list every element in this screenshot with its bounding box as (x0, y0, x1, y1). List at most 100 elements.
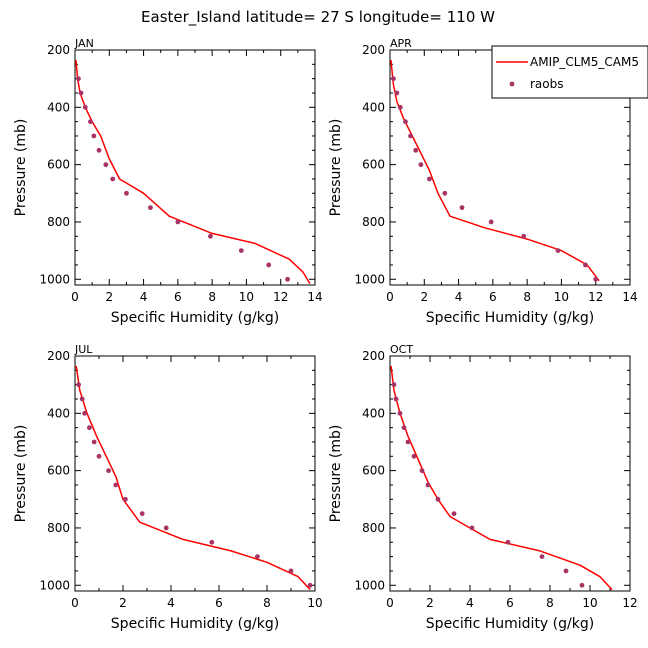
raobs-point (579, 582, 585, 588)
raobs-point (451, 511, 457, 517)
y-tick-label: 400 (362, 100, 385, 114)
y-tick-label: 200 (47, 43, 70, 57)
model-line (75, 59, 311, 284)
x-tick-label: 4 (455, 290, 463, 304)
x-tick-label: 2 (426, 596, 434, 610)
y-tick-label: 800 (362, 215, 385, 229)
raobs-point (91, 439, 97, 445)
x-tick-label: 10 (239, 290, 254, 304)
legend-model-label: AMIP_CLM5_CAM5 (530, 55, 639, 69)
plot-frame (74, 49, 316, 286)
x-tick-label: 0 (386, 596, 394, 610)
raobs-point (110, 176, 116, 182)
raobs-point (393, 396, 399, 402)
raobs-point (82, 104, 88, 110)
raobs-point (401, 425, 407, 431)
x-axis-label: Specific Humidity (g/kg) (426, 616, 594, 632)
raobs-point (391, 382, 397, 388)
y-tick-label: 400 (47, 406, 70, 420)
raobs-point (488, 219, 494, 225)
raobs-point (403, 119, 408, 125)
x-tick-label: 2 (105, 290, 113, 304)
y-tick-label: 200 (362, 349, 385, 363)
model-line (75, 365, 311, 591)
raobs-point (76, 382, 81, 388)
model-line (390, 365, 613, 591)
raobs-point (255, 554, 260, 560)
raobs-point (418, 162, 424, 168)
raobs-point (88, 119, 93, 125)
x-tick-label: 8 (523, 290, 531, 304)
plot-frame (74, 355, 316, 592)
x-tick-label: 4 (140, 290, 148, 304)
raobs-point (123, 496, 128, 502)
raobs-point (288, 568, 294, 574)
raobs-point (163, 525, 169, 531)
x-axis-label: Specific Humidity (g/kg) (111, 616, 279, 632)
x-tick-label: 0 (71, 290, 79, 304)
raobs-point (391, 76, 396, 82)
y-tick-label: 200 (47, 349, 70, 363)
y-tick-label: 800 (362, 521, 385, 535)
raobs-point (79, 396, 85, 402)
panel-label: APR (390, 37, 412, 50)
x-tick-label: 12 (622, 596, 637, 610)
x-tick-label: 6 (174, 290, 182, 304)
raobs-point (266, 262, 272, 268)
plot-frame (389, 355, 631, 592)
raobs-point (469, 525, 475, 531)
raobs-point (139, 511, 145, 517)
panel-label: JUL (74, 343, 93, 356)
panel-label: OCT (390, 343, 413, 356)
raobs-point (106, 468, 111, 474)
raobs-point (96, 147, 102, 153)
raobs-point (175, 219, 181, 225)
y-tick-label: 1000 (39, 272, 70, 286)
panel-jul: 0 2 4 6 8 10 200 400 600 800 1000 JUL Specific Humid… (13, 343, 323, 632)
raobs-point (78, 90, 84, 96)
y-tick-label: 1000 (354, 578, 385, 592)
x-tick-label: 8 (208, 290, 216, 304)
panel-jan: 0 2 4 6 8 10 12 14 200 400 600 800 1000 JAN Specific H… (13, 37, 323, 326)
raobs-point (427, 176, 432, 182)
x-axis-label: Specific Humidity (g/kg) (111, 310, 279, 326)
raobs-point (459, 205, 465, 211)
raobs-point (425, 482, 431, 488)
panel-apr: 0 2 4 6 8 10 12 14 200 400 600 800 1000 APR Specific H… (328, 37, 638, 326)
x-tick-label: 4 (167, 596, 175, 610)
y-tick-label: 1000 (39, 578, 70, 592)
raobs-point (413, 147, 419, 153)
raobs-point (76, 76, 81, 82)
raobs-point (563, 568, 569, 574)
x-tick-label: 8 (263, 596, 271, 610)
x-tick-label: 10 (582, 596, 597, 610)
figure-title: Easter_Island latitude= 27 S longitude= … (141, 8, 495, 27)
raobs-point (521, 233, 527, 239)
raobs-point (593, 276, 599, 282)
raobs-point (397, 104, 403, 110)
legend-obs-marker (509, 81, 515, 87)
x-tick-label: 2 (420, 290, 428, 304)
x-tick-label: 10 (307, 596, 322, 610)
y-tick-label: 600 (362, 158, 385, 172)
raobs-point (148, 205, 153, 211)
x-tick-label: 4 (466, 596, 474, 610)
raobs-point (505, 539, 511, 545)
raobs-point (238, 248, 244, 254)
raobs-point (82, 410, 87, 416)
raobs-point (285, 276, 290, 282)
legend-box (491, 45, 648, 99)
raobs-point (408, 133, 413, 139)
raobs-point (411, 453, 417, 459)
y-tick-label: 1000 (354, 272, 385, 286)
x-tick-label: 2 (119, 596, 127, 610)
raobs-point (397, 410, 403, 416)
x-tick-label: 14 (622, 290, 637, 304)
y-tick-label: 600 (47, 158, 70, 172)
raobs-point (394, 90, 400, 96)
x-tick-label: 12 (588, 290, 603, 304)
y-tick-label: 400 (362, 406, 385, 420)
legend: AMIP_CLM5_CAM5 raobs (491, 45, 648, 99)
x-tick-label: 8 (546, 596, 554, 610)
